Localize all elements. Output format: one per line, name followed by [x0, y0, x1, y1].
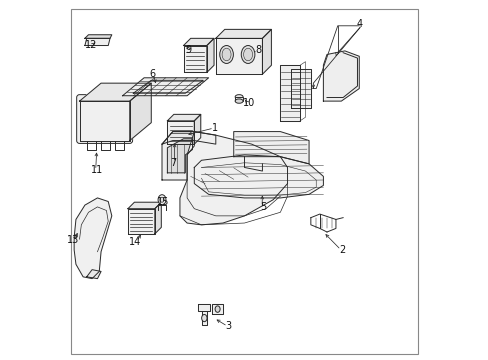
- Polygon shape: [85, 35, 112, 39]
- Polygon shape: [202, 311, 206, 325]
- Ellipse shape: [219, 45, 233, 63]
- Polygon shape: [167, 114, 201, 121]
- Ellipse shape: [235, 99, 243, 103]
- Text: 11: 11: [90, 165, 102, 175]
- Polygon shape: [194, 114, 201, 144]
- Polygon shape: [183, 45, 206, 72]
- Polygon shape: [206, 39, 214, 72]
- Polygon shape: [323, 51, 359, 101]
- Text: 15: 15: [156, 197, 168, 207]
- Polygon shape: [80, 83, 151, 101]
- Polygon shape: [162, 132, 215, 144]
- Polygon shape: [128, 202, 161, 209]
- Text: 8: 8: [255, 45, 262, 55]
- Polygon shape: [74, 198, 112, 279]
- Text: 2: 2: [338, 245, 345, 255]
- Text: 4: 4: [356, 19, 362, 29]
- Ellipse shape: [215, 306, 220, 312]
- Polygon shape: [198, 304, 210, 311]
- Ellipse shape: [243, 48, 252, 61]
- Polygon shape: [194, 155, 323, 198]
- Polygon shape: [262, 30, 271, 74]
- Bar: [235, 97, 243, 101]
- Polygon shape: [183, 39, 214, 45]
- Text: 5: 5: [260, 202, 266, 212]
- Ellipse shape: [160, 197, 163, 202]
- Polygon shape: [86, 270, 101, 279]
- Text: 9: 9: [185, 45, 192, 55]
- Text: 7: 7: [170, 158, 176, 168]
- Polygon shape: [180, 132, 287, 225]
- Ellipse shape: [241, 45, 254, 63]
- Polygon shape: [233, 132, 308, 164]
- Polygon shape: [290, 69, 310, 108]
- Ellipse shape: [222, 48, 230, 61]
- Polygon shape: [129, 83, 151, 140]
- Polygon shape: [122, 78, 208, 96]
- Polygon shape: [167, 139, 192, 173]
- Text: 14: 14: [129, 237, 142, 247]
- Polygon shape: [85, 39, 110, 45]
- Polygon shape: [167, 121, 194, 144]
- Ellipse shape: [158, 195, 165, 205]
- Polygon shape: [215, 30, 271, 39]
- Polygon shape: [155, 202, 161, 234]
- Ellipse shape: [235, 95, 243, 99]
- Text: 3: 3: [225, 321, 231, 331]
- Polygon shape: [212, 304, 223, 315]
- Text: 10: 10: [242, 98, 254, 108]
- Polygon shape: [215, 39, 262, 74]
- Polygon shape: [128, 209, 155, 234]
- Polygon shape: [80, 101, 129, 140]
- Text: 6: 6: [149, 69, 155, 79]
- Ellipse shape: [201, 315, 206, 321]
- Text: 1: 1: [212, 123, 218, 133]
- Text: 12: 12: [85, 40, 98, 50]
- FancyBboxPatch shape: [77, 95, 132, 143]
- Polygon shape: [280, 65, 300, 121]
- Text: 13: 13: [67, 235, 79, 245]
- Polygon shape: [162, 132, 194, 180]
